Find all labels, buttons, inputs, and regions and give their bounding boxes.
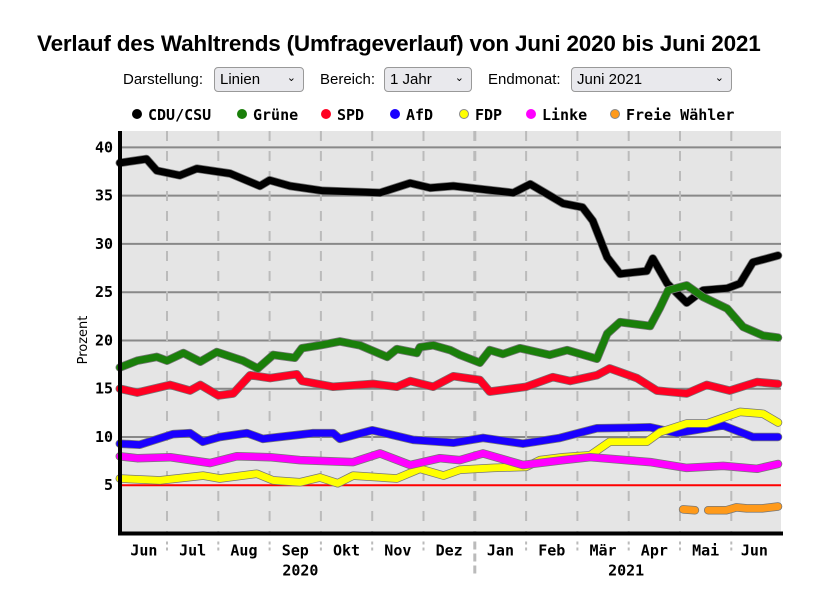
series-line [116,408,782,487]
series-line [116,449,782,473]
endmonat-value: Juni 2021 [577,71,643,88]
legend-label: Linke [542,106,588,124]
legend-dot-icon [237,109,247,119]
y-tick-label: 25 [95,283,113,301]
legend-item[interactable]: CDU/CSU [132,106,211,124]
legend-label: AfD [406,106,434,124]
series-line [116,364,782,399]
bereich-value: 1 Jahr [390,71,432,88]
legend-dot-icon [132,109,142,119]
x-tick-label: Dez [436,542,463,560]
y-tick-label: 10 [95,428,113,446]
x-tick-label: Mai [692,542,719,560]
x-tick-label: Aug [230,542,257,560]
x-tick-label: Jan [487,542,514,560]
chevron-down-icon: ⌄ [454,72,464,84]
x-tick-label: Sep [282,542,309,560]
endmonat-label: Endmonat: [488,71,561,88]
x-tick-label: Jul [179,542,206,560]
endmonat-select[interactable]: Juni 2021 ⌄ [571,67,732,92]
year-label: 2021 [608,562,644,580]
series-line [704,503,782,514]
series-line-freie-w-hler [703,502,783,515]
bereich-select[interactable]: 1 Jahr ⌄ [384,67,472,92]
legend-dot-icon [459,109,469,119]
legend-dot-icon [321,109,331,119]
series-line-spd [115,364,783,400]
darstellung-value: Linien [220,71,261,88]
x-tick-label: Feb [538,542,565,560]
y-tick-label: 20 [95,331,113,349]
series-line-freie-w-hler [678,505,700,515]
chevron-down-icon: ⌄ [286,72,296,84]
legend-dot-icon [526,109,536,119]
legend-dot-icon [390,109,400,119]
legend-item[interactable]: Linke [526,106,587,124]
y-tick-label: 40 [95,138,113,156]
legend-label: Grüne [253,106,299,124]
legend-dot-icon [610,109,620,119]
series-line-fdp [115,407,783,488]
x-tick-label: Jun [741,542,768,560]
x-tick-label: Jun [130,542,157,560]
series-line-cdu-csu [115,154,783,308]
y-tick-label: 5 [104,476,113,494]
darstellung-label: Darstellung: [123,71,204,88]
x-tick-label: Okt [333,542,360,560]
legend-label: CDU/CSU [148,106,212,124]
chart-title: Verlauf des Wahltrends (Umfrageverlauf) … [37,31,761,56]
legend-item[interactable]: Freie Wähler [610,106,734,124]
y-tick-label: 35 [95,187,113,205]
x-tick-label: Nov [384,542,411,560]
legend-label: FDP [475,106,503,124]
y-tick-label: 30 [95,235,113,253]
y-axis-label: Prozent [76,316,91,365]
legend-label: SPD [337,106,365,124]
series-line-linke [115,449,783,474]
year-label: 2020 [282,562,318,580]
legend-item[interactable]: AfD [390,106,433,124]
legend-item[interactable]: Grüne [237,106,298,124]
darstellung-select[interactable]: Linien ⌄ [214,67,304,92]
chevron-down-icon: ⌄ [714,72,724,84]
bereich-label: Bereich: [320,71,376,88]
series-line [679,505,699,514]
series-line [116,281,782,372]
x-tick-label: Mär [590,542,617,560]
series-line [116,155,782,307]
series-line-gr-ne [115,281,783,373]
y-tick-label: 15 [95,380,113,398]
legend-item[interactable]: FDP [459,106,502,124]
legend-item[interactable]: SPD [321,106,364,124]
legend-label: Freie Wähler [626,106,735,124]
x-tick-label: Apr [641,542,668,560]
